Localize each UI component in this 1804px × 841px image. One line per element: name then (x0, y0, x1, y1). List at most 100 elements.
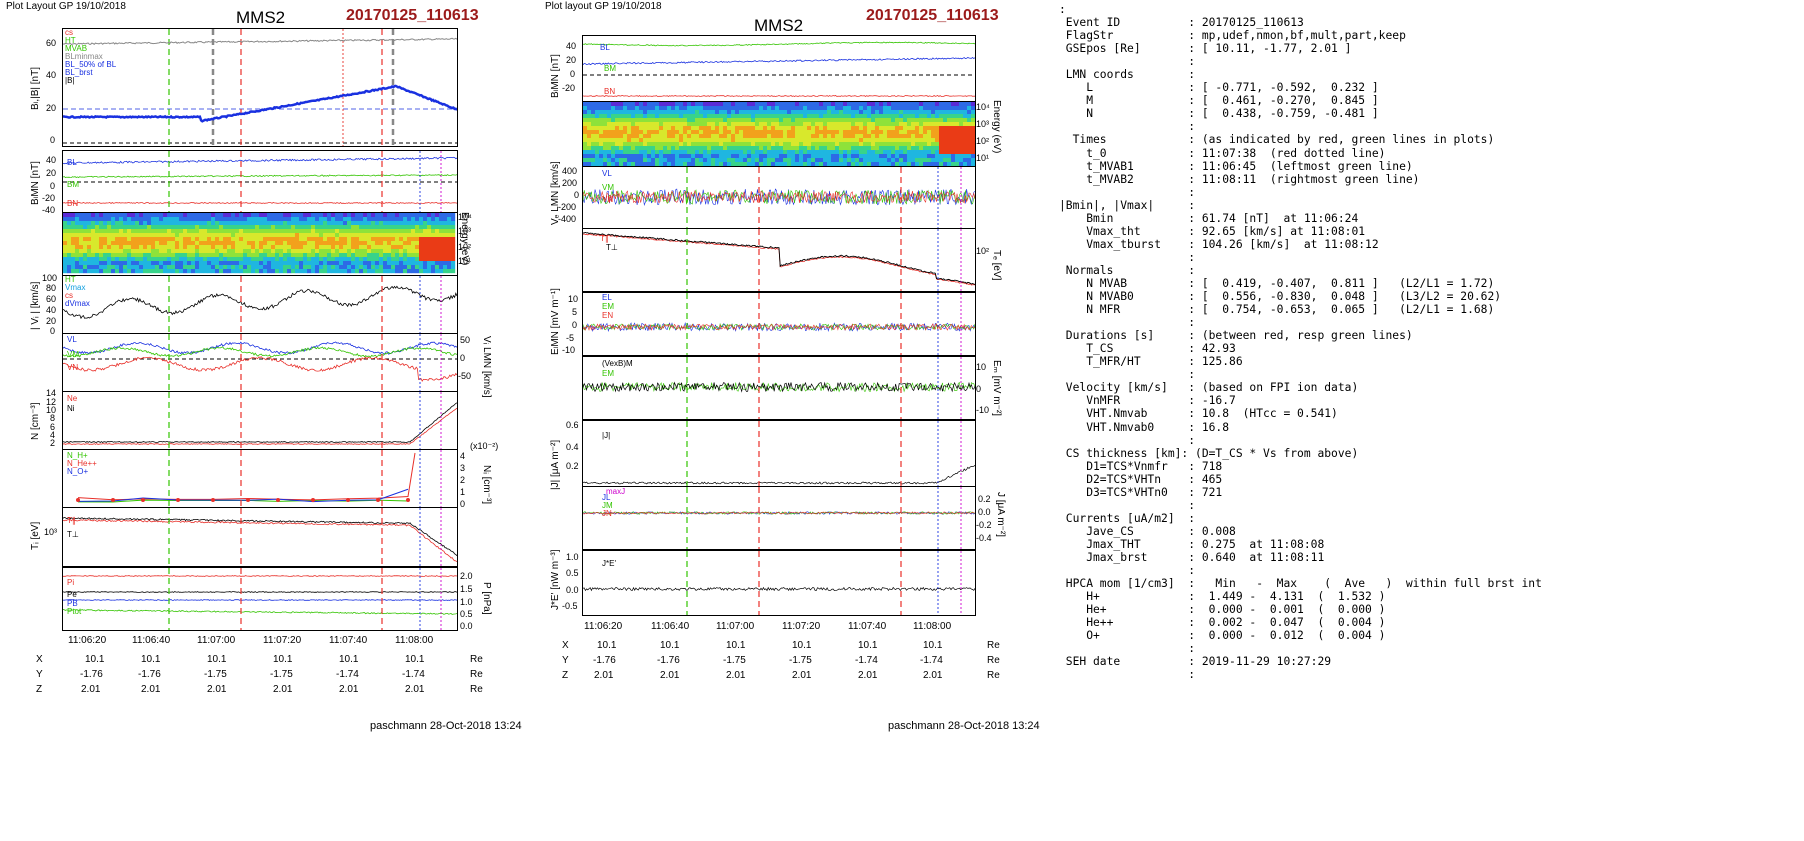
spectrogram-cell (263, 233, 268, 238)
spectrogram-cell (723, 122, 728, 127)
spectrogram-cell (375, 241, 380, 246)
spectrogram-cell (363, 249, 368, 254)
spectrogram-cell (371, 213, 376, 218)
spectrogram-cell (687, 154, 692, 159)
spectrogram-cell (619, 102, 624, 107)
tick: 0.4 (566, 442, 579, 452)
spectrogram-cell (887, 110, 892, 115)
spectrogram-cell (727, 138, 732, 143)
spectrogram-cell (279, 221, 284, 226)
spectrogram-cell (427, 269, 432, 274)
legend-item: VL (67, 335, 77, 344)
info-line: : (1059, 250, 1196, 264)
spectrogram-cell (923, 138, 928, 143)
spectrogram-cell (351, 241, 356, 246)
trace (63, 341, 457, 355)
spectrogram-cell (679, 118, 684, 123)
spectrogram-cell (823, 154, 828, 159)
spectrogram-cell (635, 150, 640, 155)
spectrogram-cell (175, 221, 180, 226)
spectrogram-cell (867, 118, 872, 123)
spectrogram-cell (139, 249, 144, 254)
spectrogram-cell (331, 225, 336, 230)
spectrogram-cell (427, 241, 432, 246)
spectrogram-cell (127, 221, 132, 226)
spectrogram-cell (219, 213, 224, 218)
spectrogram-cell (651, 138, 656, 143)
spectrogram-cell (359, 241, 364, 246)
info-line: Velocity [km/s] : (based on FPI ion data… (1059, 381, 1359, 395)
spectrogram-cell (299, 229, 304, 234)
spectrogram-cell (135, 217, 140, 222)
spectrogram-cell (907, 122, 912, 127)
spectrogram-cell (887, 162, 892, 166)
spectrogram-cell (303, 269, 308, 274)
spectrogram-cell (283, 213, 288, 218)
spectrogram-cell (243, 213, 248, 218)
spectrogram-cell (907, 142, 912, 147)
spectrogram-cell (435, 241, 440, 246)
spectrogram-cell (63, 241, 68, 246)
spectrogram-cell (319, 269, 324, 274)
spectrogram-cell (439, 269, 444, 274)
spectrogram-cell (847, 126, 852, 131)
spectrogram-cell (915, 122, 920, 127)
spectrogram-cell (827, 126, 832, 131)
spectrogram-cell (291, 245, 296, 250)
spectrogram-cell (451, 221, 456, 226)
spectrogram-cell (227, 233, 232, 238)
spectrogram-cell (899, 118, 904, 123)
spectrogram-cell (123, 269, 128, 274)
spectrogram-cell (163, 213, 168, 218)
spectrogram-cell (239, 261, 244, 266)
spectrogram-cell (931, 134, 936, 139)
spectrogram-cell (423, 249, 428, 254)
tick: 0 (50, 326, 56, 336)
spectrogram-cell (591, 154, 596, 159)
spectrogram-cell (307, 249, 312, 254)
spectrogram-cell (127, 229, 132, 234)
spectrogram-cell (759, 106, 764, 111)
spectrogram-cell (951, 130, 956, 135)
spectrogram-cell (831, 122, 836, 127)
spectrogram-cell (947, 146, 952, 151)
orbit-label: Z (562, 670, 569, 681)
spectrogram-cell (719, 150, 724, 155)
spectrogram-cell (215, 269, 220, 274)
legend-item: cs (65, 291, 73, 300)
spectrogram-cell (199, 269, 204, 274)
spectrogram-cell (423, 265, 428, 270)
spectrogram-cell (243, 253, 248, 258)
legend-item: VN (67, 363, 79, 372)
spectrogram-cell (627, 126, 632, 131)
spectrogram-cell (67, 253, 72, 258)
spectrogram-cell (715, 142, 720, 147)
tick: 3 (460, 463, 466, 473)
spectrogram-cell (895, 122, 900, 127)
spectrogram-cell (599, 106, 604, 111)
spectrogram-cell (851, 114, 856, 119)
spectrogram-cell (663, 142, 668, 147)
spectrogram-cell (895, 102, 900, 107)
spectrogram-cell (743, 122, 748, 127)
spectrogram-cell (127, 217, 132, 222)
spectrogram-cell (843, 102, 848, 107)
spectrogram-cell (931, 162, 936, 166)
spectrogram-cell (715, 134, 720, 139)
spectrogram-cell (239, 233, 244, 238)
spectrogram-cell (167, 229, 172, 234)
spectrogram-cell (103, 213, 108, 218)
spectrogram-cell (159, 217, 164, 222)
spectrogram-cell (583, 106, 588, 111)
spectrogram-cell (827, 118, 832, 123)
spectrogram-cell (667, 126, 672, 131)
spectrogram-cell (439, 257, 444, 262)
spectrogram-cell (643, 110, 648, 115)
spectrogram-cell (707, 110, 712, 115)
spectrogram-cell (147, 225, 152, 230)
spectrogram-cell (75, 241, 80, 246)
spectrogram-cell (859, 142, 864, 147)
spectrogram-cell (659, 142, 664, 147)
spectrogram-cell (947, 102, 952, 107)
spectrogram-cell (811, 114, 816, 119)
